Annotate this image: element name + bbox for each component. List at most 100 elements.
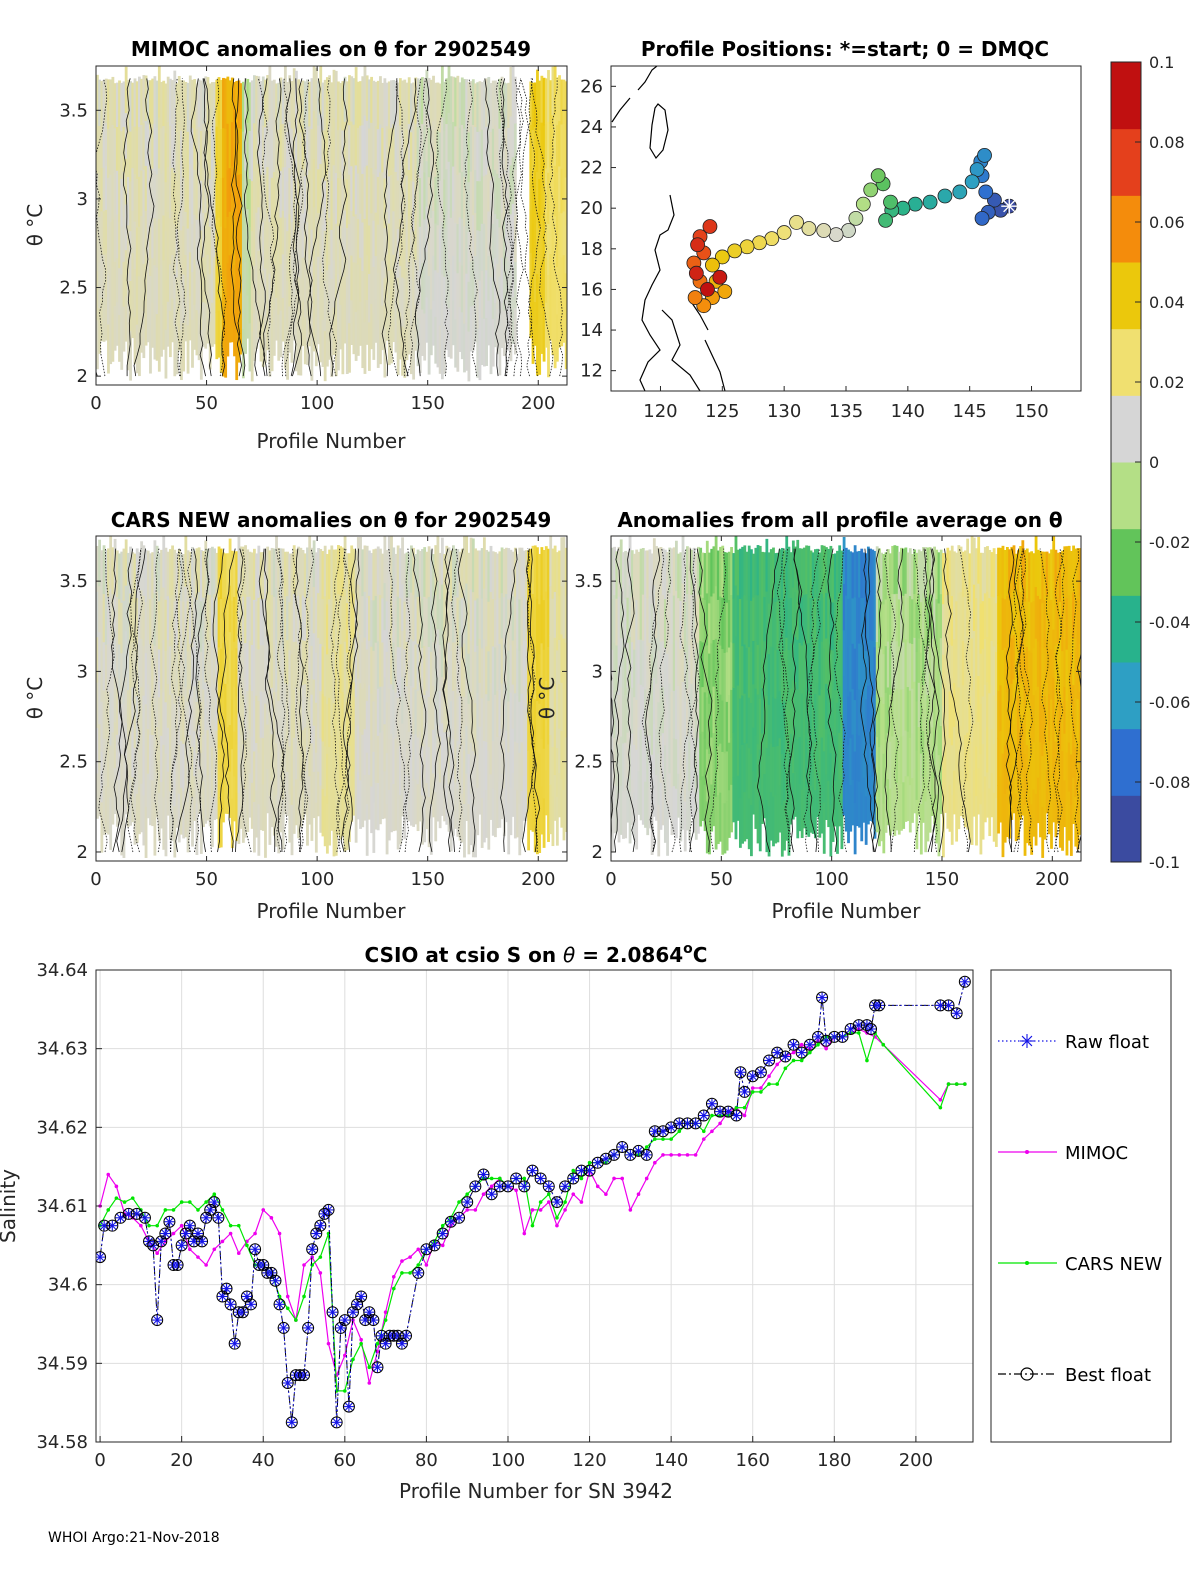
heatmap-cell xyxy=(253,801,256,853)
mimoc-point xyxy=(302,1263,306,1267)
heatmap-cell xyxy=(213,212,217,258)
heatmap-cell xyxy=(239,734,243,782)
heatmap-cell xyxy=(992,792,996,842)
star-stroke xyxy=(748,1072,757,1081)
heatmap-cell xyxy=(847,598,850,648)
heatmap-cell xyxy=(1012,679,1016,725)
heatmap-cell xyxy=(966,780,970,830)
cars-new-point xyxy=(522,1176,527,1181)
heatmap-cell xyxy=(387,536,391,588)
heatmap-cell xyxy=(767,653,771,705)
heatmap-cell xyxy=(553,215,557,267)
heatmap-cell xyxy=(891,688,895,737)
star-stroke xyxy=(569,1174,578,1183)
heatmap-cell xyxy=(418,274,422,325)
heatmap-cell xyxy=(761,597,764,643)
positions-x-axis: 120 125 130 135 140 145 150 xyxy=(643,386,1049,422)
contour-line xyxy=(130,548,142,853)
heatmap-cell xyxy=(1034,793,1038,846)
heatmap-cell xyxy=(906,641,910,688)
heatmap-cell xyxy=(427,77,431,128)
heatmap-cell xyxy=(412,181,416,232)
position-point xyxy=(688,265,704,281)
heatmap-cell xyxy=(547,743,550,794)
heatmap-cell xyxy=(538,603,542,655)
heatmap-cell xyxy=(168,597,172,647)
heatmap-cell xyxy=(184,736,188,788)
heatmap-cell xyxy=(410,276,413,326)
heatmap-cell xyxy=(1032,647,1036,696)
mimoc-point xyxy=(693,1153,698,1157)
heatmap-cell xyxy=(900,783,903,831)
heatmap-cell xyxy=(140,261,144,308)
raw-float-point xyxy=(698,1110,709,1121)
heatmap-cell xyxy=(144,300,148,346)
heatmap-cell xyxy=(754,688,758,736)
heatmap-cell xyxy=(902,641,906,690)
star-stroke xyxy=(116,1213,125,1222)
heatmap-cell xyxy=(1050,748,1053,800)
heatmap-cell xyxy=(476,597,480,646)
heatmap-cell xyxy=(111,171,115,220)
contour-line xyxy=(415,78,434,377)
heatmap-cell xyxy=(794,636,797,683)
heatmap-cell xyxy=(1036,549,1040,596)
heatmap-cell xyxy=(418,226,422,276)
heatmap-cell xyxy=(802,640,806,689)
heatmap-cell xyxy=(359,585,362,635)
heatmap-cell xyxy=(131,776,135,823)
heatmap-cell xyxy=(666,804,669,856)
heatmap-cell xyxy=(107,128,110,178)
heatmap-cell xyxy=(906,686,910,732)
heatmap-cell xyxy=(248,684,252,730)
heatmap-cell xyxy=(394,171,398,218)
position-point xyxy=(922,194,938,210)
contour-line xyxy=(803,548,827,853)
heatmap-cell xyxy=(900,736,903,784)
heatmap-cell xyxy=(288,121,292,169)
heatmap-cell xyxy=(337,81,340,131)
heatmap-cell xyxy=(131,210,135,254)
heatmap-cell xyxy=(502,548,506,598)
raw-float-point xyxy=(454,1212,465,1223)
heatmap-cell xyxy=(144,652,148,705)
heatmap-cell xyxy=(1023,753,1027,805)
heatmap-cell xyxy=(405,685,409,731)
heatmap-cell xyxy=(688,790,692,840)
heatmap-cell xyxy=(619,735,623,786)
heatmap-cell xyxy=(270,594,274,642)
heatmap-cell xyxy=(628,791,632,844)
heatmap-cell xyxy=(1067,545,1071,596)
heatmap-cell xyxy=(527,550,531,601)
heatmap-cell xyxy=(394,691,398,739)
heatmap-cell xyxy=(257,76,261,121)
heatmap-cell xyxy=(913,768,917,814)
star-stroke xyxy=(634,1147,643,1155)
cars-new-point xyxy=(489,1176,494,1181)
contour-line xyxy=(179,548,193,853)
heatmap-cell xyxy=(734,787,738,840)
heatmap-cell xyxy=(469,261,473,307)
heatmap-cell xyxy=(844,547,848,596)
heatmap-cell xyxy=(383,723,387,772)
heatmap-cell xyxy=(880,648,884,698)
heatmap-cell xyxy=(279,784,283,833)
heatmap-cell xyxy=(228,770,232,818)
heatmap-cell xyxy=(716,648,720,698)
heatmap-cell xyxy=(933,638,936,686)
heatmap-cell xyxy=(626,732,630,778)
heatmap-cell xyxy=(210,214,214,259)
positions-title: Profile Positions: *=start; 0 = DMQC xyxy=(641,37,1049,61)
heatmap-cell xyxy=(111,731,115,779)
heatmap-cell xyxy=(197,312,201,361)
heatmap-cell xyxy=(884,738,888,787)
heatmap-cell xyxy=(708,652,711,704)
contour-line xyxy=(392,78,417,377)
heatmap-cell xyxy=(120,130,124,179)
heatmap-cell xyxy=(474,599,477,652)
heatmap-cell xyxy=(542,124,546,173)
heatmap-cell xyxy=(126,598,130,645)
heatmap-cell xyxy=(540,168,544,216)
heatmap-cell xyxy=(699,779,703,827)
heatmap-cell xyxy=(999,593,1003,640)
